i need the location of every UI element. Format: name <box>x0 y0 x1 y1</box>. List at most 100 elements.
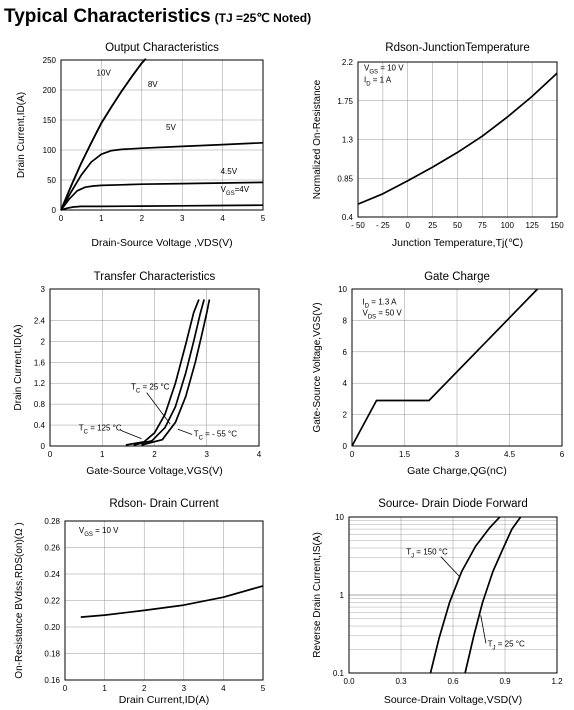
page-heading: Typical Characteristics (TJ =25℃ Noted) <box>4 6 311 28</box>
y-tick-label: 0.18 <box>44 650 60 659</box>
y-tick-label: 0.26 <box>44 544 60 553</box>
y-tick-label: 0.20 <box>44 623 60 632</box>
annotation-arrow <box>480 615 487 644</box>
chart-title: Source- Drain Diode Forward <box>378 498 528 510</box>
annotation: TC = - 55 °C <box>194 430 238 442</box>
x-tick-label: 5 <box>261 214 266 223</box>
y-tick-label: 2 <box>41 337 46 346</box>
series-line-tj-25-c <box>464 516 522 674</box>
y-tick-label: 200 <box>43 86 57 95</box>
x-tick-label: 25 <box>428 221 437 230</box>
y-tick-label: 4 <box>343 379 348 388</box>
chart-transfer-characteristics: Transfer Characteristics 0 1 2 3 4 0 0.4 0.8 1.2 1… <box>13 271 262 477</box>
x-axis-label: Drain Current,ID(A) <box>119 694 209 706</box>
series-line-0 <box>80 585 264 618</box>
series-line-5v <box>60 141 264 211</box>
x-tick-label: 0 <box>63 684 68 693</box>
x-tick-label: 0.0 <box>343 677 355 686</box>
chart-title: Gate Charge <box>424 271 490 283</box>
x-axis-label: Gate Charge,QG(nC) <box>407 465 507 477</box>
annotation: ID = 1 A <box>364 76 392 88</box>
y-axis-label: Reverse Drain Current,IS(A) <box>312 532 323 658</box>
x-tick-label: 2 <box>152 450 157 459</box>
y-tick-label: 100 <box>43 146 57 155</box>
series-line-tc-125-c <box>125 299 200 446</box>
y-tick-label: 0.4 <box>34 421 46 430</box>
y-tick-label: 250 <box>43 56 57 65</box>
y-tick-label: 0 <box>41 442 46 451</box>
annotation: TJ = 150 °C <box>406 548 448 560</box>
y-tick-label: 0.22 <box>44 597 60 606</box>
x-tick-label: 3 <box>182 684 187 693</box>
y-tick-label: 8 <box>343 316 348 325</box>
y-tick-label: 1 <box>340 591 345 600</box>
x-tick-label: 4 <box>220 214 225 223</box>
grid <box>60 59 264 211</box>
heading-title: Typical Characteristics <box>4 6 211 27</box>
y-tick-label: 0.28 <box>44 517 60 526</box>
x-axis-label: Gate-Source Voltage,VGS(V) <box>86 465 223 477</box>
x-tick-label: 0 <box>59 214 64 223</box>
y-tick-label: 3 <box>41 285 46 294</box>
x-tick-label: 0.3 <box>395 677 407 686</box>
plot-frame <box>348 516 558 674</box>
x-tick-label: 4.5 <box>504 450 516 459</box>
x-tick-label: 2 <box>142 684 147 693</box>
chart-title: Output Characteristics <box>105 42 219 54</box>
chart-title: Transfer Characteristics <box>94 271 216 283</box>
x-axis-label: Source-Drain Voltage,VSD(V) <box>384 694 522 706</box>
series-line-tc-25-c <box>133 299 205 446</box>
annotation: TC = 25 °C <box>131 382 170 394</box>
y-tick-label: 10 <box>338 285 347 294</box>
x-tick-label: - 25 <box>376 221 390 230</box>
series-line-tc-55-c <box>141 299 211 446</box>
x-axis-label: Drain-Source Voltage ,VDS(V) <box>91 237 232 249</box>
x-tick-label: 1 <box>99 214 104 223</box>
y-tick-label: 0.16 <box>44 676 60 685</box>
annotation-arrow <box>440 556 461 578</box>
x-tick-label: 5 <box>261 684 266 693</box>
annotation: VDS = 50 V <box>363 309 403 321</box>
chart-rdson-drain-current: Rdson- Drain Current 0 1 2 3 4 5 0.16 0.18 0.20 0.… <box>14 498 266 706</box>
annotation: TJ = 25 °C <box>488 639 525 651</box>
annotation: VGS=4V <box>221 185 250 197</box>
annotation-arrow <box>120 429 142 440</box>
y-tick-label: 0.4 <box>342 213 354 222</box>
x-tick-label: 3 <box>205 450 210 459</box>
x-tick-label: 2 <box>140 214 145 223</box>
annotation: 10V <box>97 69 112 78</box>
series-line-8v <box>60 58 147 211</box>
grid <box>357 61 558 218</box>
x-tick-label: 3 <box>455 450 460 459</box>
x-axis-label: Junction Temperature,Tj(℃) <box>392 237 523 249</box>
y-axis-label: Drain Current,ID(A) <box>16 92 27 178</box>
y-tick-label: 150 <box>43 116 57 125</box>
y-tick-label: 10 <box>335 513 344 522</box>
x-tick-label: 3 <box>180 214 185 223</box>
plot-frame <box>357 61 558 218</box>
x-tick-label: 0.6 <box>447 677 459 686</box>
y-tick-label: 2.2 <box>342 58 354 67</box>
y-tick-label: 2 <box>343 411 348 420</box>
x-tick-label: 0.9 <box>499 677 511 686</box>
x-tick-label: 6 <box>560 450 565 459</box>
y-tick-label: 0.1 <box>333 669 345 678</box>
y-tick-label: 0 <box>343 442 348 451</box>
y-axis-label: On-Resistance BVdss,RDS(on)(Ω ) <box>14 522 25 678</box>
y-tick-label: 0.24 <box>44 570 60 579</box>
y-tick-label: 0 <box>52 206 57 215</box>
plot-frame <box>60 59 264 211</box>
series-line-0 <box>357 72 558 205</box>
plot-frame <box>49 288 260 447</box>
x-tick-label: 75 <box>478 221 487 230</box>
annotation: 5V <box>166 123 176 132</box>
plot-frame <box>351 288 563 447</box>
chart-title: Rdson-JunctionTemperature <box>385 42 529 54</box>
y-tick-label: 1.2 <box>34 379 46 388</box>
y-tick-label: 0.8 <box>34 400 46 409</box>
plot-frame <box>64 520 264 681</box>
y-tick-label: 2.4 <box>34 316 46 325</box>
y-axis-label: Normalized On-Resistance <box>312 79 323 199</box>
y-tick-label: 0.85 <box>337 174 353 183</box>
